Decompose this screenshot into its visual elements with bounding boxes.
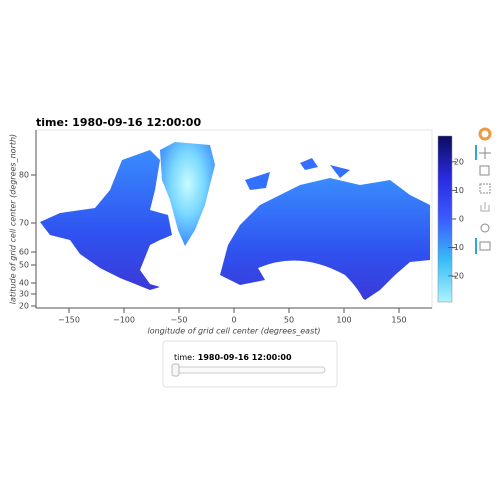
x-tick-label: −150 [58,316,80,325]
islands [245,158,350,190]
greenland [160,142,215,246]
x-axis-label: longitude of grid cell center (degrees_e… [147,327,320,336]
x-tick-label: −100 [113,316,135,325]
x-tick-label: 150 [391,316,406,325]
chart-title: time: 1980-09-16 12:00:00 [36,116,201,129]
map [40,142,430,303]
colorbar-tick-label: −10 [447,243,464,252]
x-tick-label: 0 [231,316,236,325]
save-tool[interactable] [480,202,490,212]
y-tick-label: 50 [19,261,29,270]
map-edge [258,260,365,303]
x-tick-label: −50 [171,316,188,325]
toolbar[interactable] [475,127,492,254]
x-tick-label: 100 [336,316,351,325]
slider-track[interactable] [171,366,326,374]
colorbar-tick-label: 0 [459,215,464,224]
y-tick-label: 70 [19,219,29,228]
americas [40,150,172,290]
colorbar-tick-label: −20 [447,272,464,281]
wheel-zoom-tool[interactable] [479,165,490,176]
y-tick-label: 80 [19,171,29,180]
hover-tool[interactable] [479,241,491,251]
reset-tool[interactable] [480,223,490,233]
y-tick-label: 20 [19,302,29,311]
box-zoom-tool[interactable] [479,183,491,194]
y-tick-label: 40 [19,279,29,288]
colorbar-tick-label: 10 [454,186,464,195]
y-axis-label: latitude of grid cell center (degrees_no… [9,134,18,304]
colorbar-tick-label: 20 [454,157,464,166]
logo[interactable] [478,127,492,141]
y-tick-label: 60 [19,248,29,257]
y-tick-label: 30 [19,290,29,299]
pan-tool[interactable] [479,147,491,159]
slider-widget [162,340,338,388]
x-tick-label: 50 [284,316,294,325]
slider-value: 1980-09-16 12:00:00 [198,353,292,362]
slider-title: time: 1980-09-16 12:00:00 [174,353,292,362]
slider-label: time: [174,353,195,362]
slider-handle[interactable] [171,363,180,377]
